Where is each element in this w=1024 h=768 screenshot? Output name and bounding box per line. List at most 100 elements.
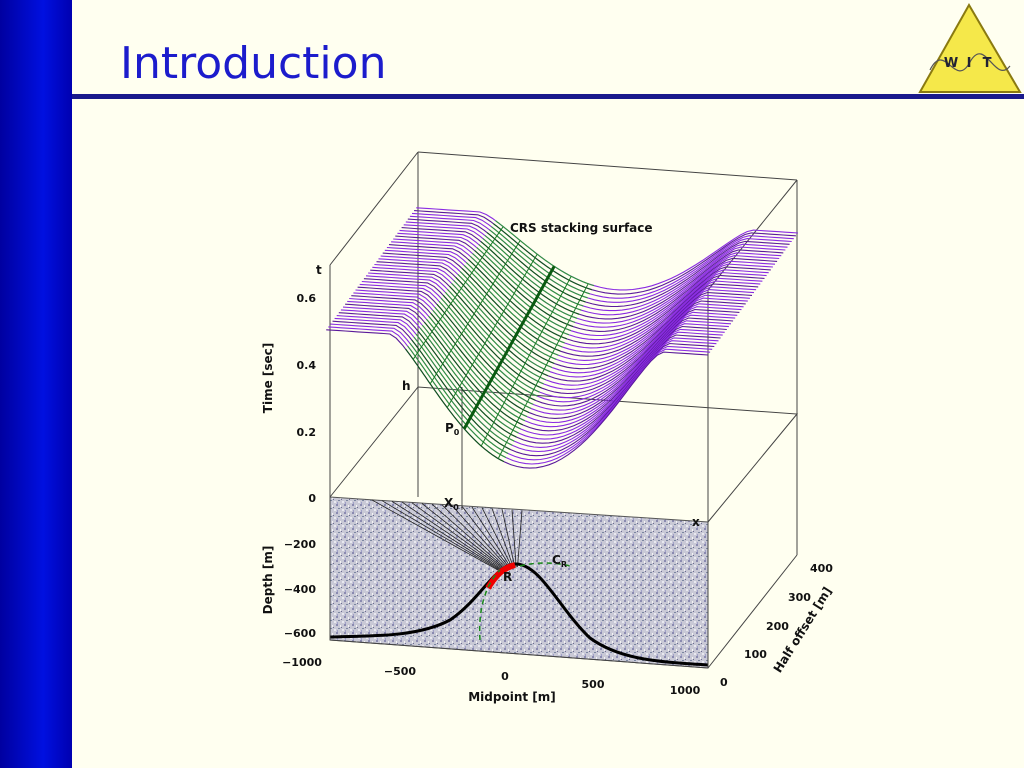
surface-curve-aperture [421, 324, 521, 430]
surface-curve-aperture [484, 235, 584, 307]
surface-curve-aperture [470, 256, 569, 336]
surface-curve-aperture [488, 229, 588, 299]
ray [421, 503, 505, 570]
half-offset-tick: 100 [744, 648, 767, 661]
box-frame [329, 151, 799, 669]
time-tick: 0 [308, 492, 316, 505]
surface-curve [370, 269, 753, 382]
surface-curve-aperture [486, 232, 586, 303]
surface-curve-aperture [472, 253, 572, 332]
ray [471, 506, 512, 569]
surface-curve [414, 210, 796, 295]
ray [371, 499, 499, 571]
depth-tick: −600 [284, 627, 317, 640]
surface-curve-aperture [440, 297, 540, 393]
surface-curve-aperture [413, 336, 513, 446]
surface-curve-aperture [459, 271, 559, 356]
surface-curve-aperture [474, 250, 574, 328]
surface-curve-aperture [423, 321, 523, 426]
ray [451, 505, 509, 569]
midpoint-tick: 0 [501, 670, 509, 683]
surface-curve-aperture [436, 303, 536, 401]
surface-curve [345, 303, 727, 432]
surface-curve-aperture [405, 348, 505, 463]
surface-curve-aperture [432, 309, 532, 409]
surface-curve [347, 300, 729, 428]
logo-letter: I [967, 56, 972, 71]
aperture-line [462, 265, 556, 430]
surface-curve [378, 258, 761, 366]
surface-curve-aperture [451, 283, 551, 373]
surface-curve [368, 272, 750, 386]
surface-curve [405, 221, 788, 312]
surface-curve-aperture [480, 241, 580, 315]
surface-curve-aperture [409, 342, 509, 454]
half-offset-tick: 400 [810, 562, 833, 575]
surface-curve-aperture [447, 289, 546, 381]
surface-curve-aperture [449, 286, 549, 377]
surface-curve-aperture [482, 238, 582, 311]
ray [411, 502, 504, 570]
side-bar [0, 0, 72, 768]
surface-curve-aperture [468, 259, 567, 340]
point-label: CR [552, 553, 567, 569]
surface-curve-aperture [455, 277, 555, 364]
surface-curve [349, 297, 732, 424]
ray [511, 509, 517, 568]
surface-curve-aperture [491, 226, 590, 295]
surface-curve-aperture [461, 268, 561, 352]
surface-curve [411, 212, 794, 299]
ray [461, 506, 511, 569]
surface-curve [393, 238, 776, 337]
surface-curve [382, 252, 765, 357]
point-label: X0 [444, 496, 459, 512]
stacking-surface [326, 207, 799, 469]
surface-curve [372, 266, 755, 378]
point-label: R [503, 570, 512, 584]
ray [381, 500, 500, 571]
surface-curve-aperture [415, 333, 515, 442]
time-tick: 0.4 [297, 359, 317, 372]
ray [481, 507, 513, 568]
title-rule [72, 94, 1024, 99]
ray [491, 508, 514, 568]
surface-curve-aperture [493, 223, 592, 291]
surface-curve [351, 295, 734, 419]
ray [441, 504, 508, 569]
surface-curve-aperture [419, 327, 519, 434]
half-offset-tick: 0 [720, 676, 728, 689]
surface-curve-aperture [457, 274, 557, 360]
surface-curve [353, 292, 736, 415]
surface-curve [388, 244, 771, 345]
surface-curve-aperture [426, 318, 526, 422]
surface-curve [391, 241, 773, 341]
surface-curve [326, 329, 709, 469]
surface-curve [363, 278, 746, 395]
ray [431, 503, 507, 570]
surface-curve [361, 280, 744, 399]
half-offset-tick: 200 [766, 620, 789, 633]
depth-section [329, 496, 709, 669]
point-label: P0 [445, 421, 460, 437]
surface-curve-aperture [428, 315, 528, 418]
surface-curve-aperture [411, 339, 511, 450]
logo-letter: W [944, 56, 958, 71]
surface-curve-aperture [476, 247, 576, 323]
midpoint-tick: 1000 [670, 684, 701, 697]
surface-curve [374, 263, 757, 374]
figure: CRS stacking surface t 0 0.2 0.4 0.6 Tim… [261, 151, 835, 704]
surface-curve [407, 218, 790, 308]
surface-curve [399, 229, 782, 324]
aperture-line [446, 253, 538, 408]
depth-axis-label: Depth [m] [261, 546, 275, 615]
title: Introduction [120, 38, 386, 89]
rays [371, 499, 523, 571]
surface-curve-aperture [430, 312, 530, 414]
surface-curve [397, 232, 780, 328]
time-tick: 0.2 [297, 426, 317, 439]
surface-curve [409, 215, 792, 303]
surface-curve-aperture [463, 265, 563, 348]
aperture-line [480, 276, 572, 447]
